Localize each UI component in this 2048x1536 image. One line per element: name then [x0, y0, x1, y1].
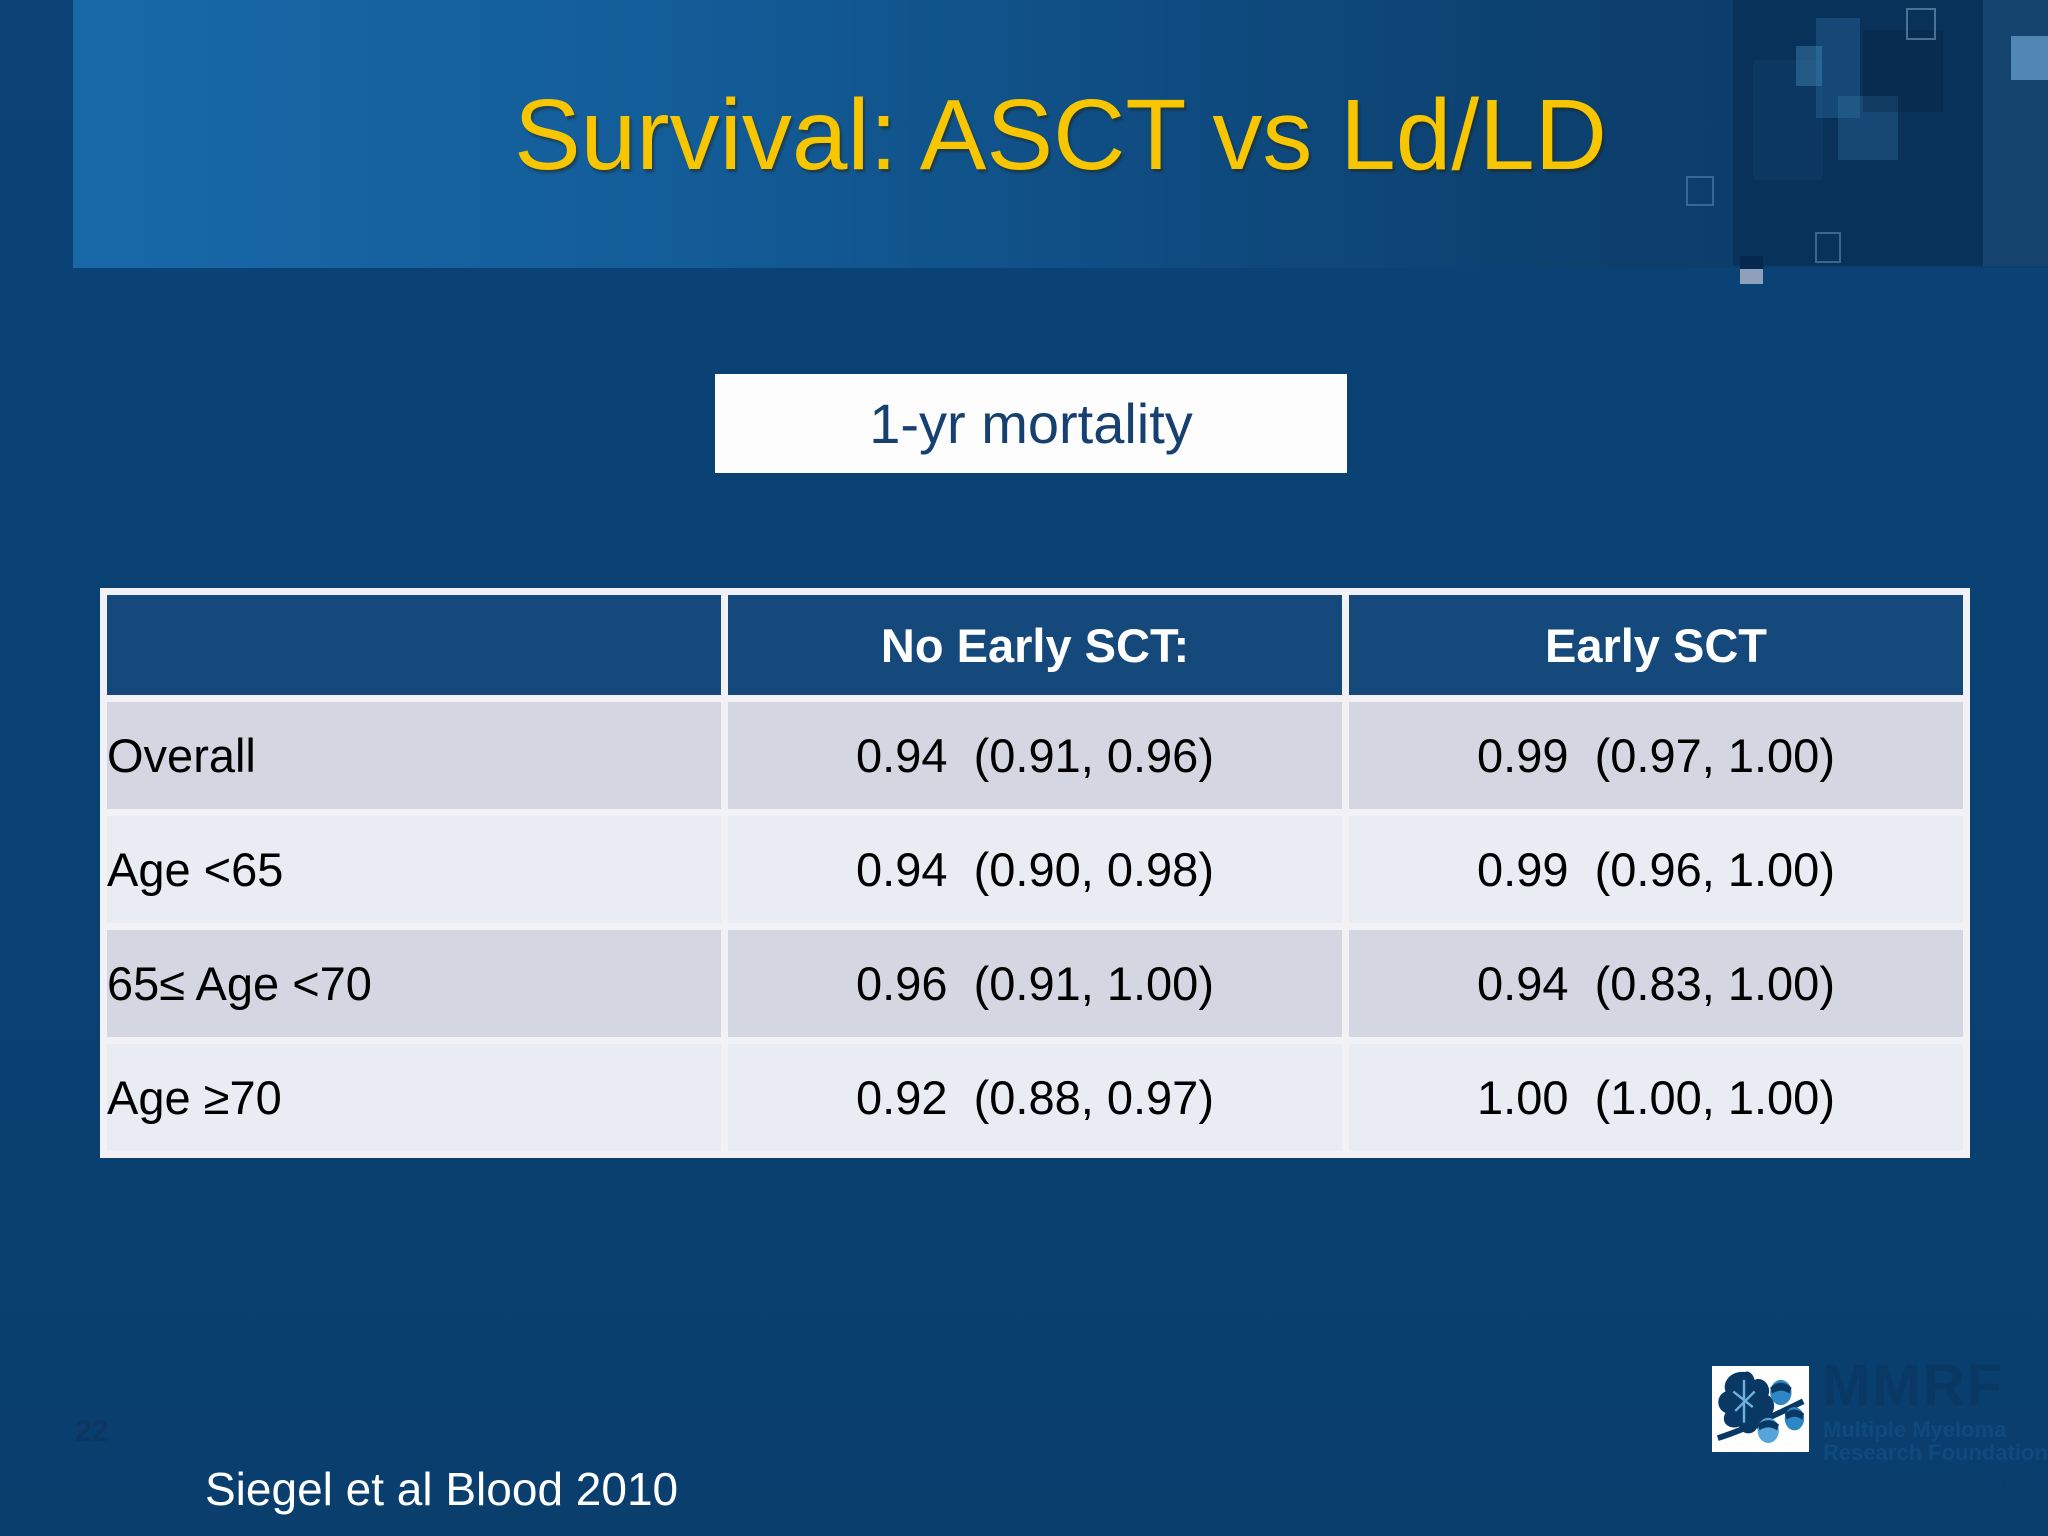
column-header-early-sct: Early SCT — [1349, 595, 1963, 695]
logo-tagline: Powerful thinking advances the cure — [1712, 1468, 2031, 1521]
title-band — [73, 0, 2048, 284]
logo-name-line2: Research Foundation — [1823, 1440, 2048, 1465]
cell-value: 0.94 (0.83, 1.00) — [1349, 930, 1963, 1037]
column-header-no-early-sct: No Early SCT: — [728, 595, 1342, 695]
decor-square — [1733, 0, 1983, 266]
row-label: Age ≥70 — [107, 1044, 721, 1151]
acorn-branch-icon — [1716, 1371, 1805, 1443]
cell-value: 0.99 (0.97, 1.00) — [1349, 702, 1963, 809]
decor-square-outline — [1906, 8, 1936, 40]
mortality-table: No Early SCT: Early SCT Overall 0.94 (0.… — [100, 588, 1970, 1158]
decor-square-outline — [1815, 232, 1841, 263]
table-row: Overall 0.94 (0.91, 0.96) 0.99 (0.97, 1.… — [107, 702, 1963, 809]
row-label: Overall — [107, 702, 721, 809]
cell-value: 0.94 (0.91, 0.96) — [728, 702, 1342, 809]
cell-value: 0.99 (0.96, 1.00) — [1349, 816, 1963, 923]
callout-label: 1-yr mortality — [869, 392, 1193, 455]
row-label: Age <65 — [107, 816, 721, 923]
decor-square — [1740, 269, 1763, 284]
decor-square — [1740, 256, 1763, 269]
row-label: 65≤ Age <70 — [107, 930, 721, 1037]
mmrf-logo — [1712, 1366, 1809, 1452]
table-header-row: No Early SCT: Early SCT — [107, 595, 1963, 695]
decor-square — [1816, 18, 1860, 118]
logo-name-line1: Multiple Myeloma — [1823, 1417, 2007, 1442]
cell-value: 0.94 (0.90, 0.98) — [728, 816, 1342, 923]
page-title: Survival: ASCT vs Ld/LD — [513, 79, 1608, 191]
page-number: 22 — [75, 1415, 109, 1448]
decor-square — [1838, 96, 1898, 160]
decor-square — [2011, 36, 2048, 80]
cell-value: 0.96 (0.91, 1.00) — [728, 930, 1342, 1037]
callout-box: 1-yr mortality — [715, 374, 1347, 473]
cell-value: 1.00 (1.00, 1.00) — [1349, 1044, 1963, 1151]
citation: Siegel et al Blood 2010 — [205, 1463, 679, 1515]
table-row: 65≤ Age <70 0.96 (0.91, 1.00) 0.94 (0.83… — [107, 930, 1963, 1037]
table-row: Age ≥70 0.92 (0.88, 0.97) 1.00 (1.00, 1.… — [107, 1044, 1963, 1151]
column-header-blank — [107, 595, 721, 695]
decor-square — [1753, 60, 1823, 180]
logo-name: Multiple Myeloma Research Foundation — [1823, 1418, 2048, 1464]
table-row: Age <65 0.94 (0.90, 0.98) 0.99 (0.96, 1.… — [107, 816, 1963, 923]
logo-acronym: MMRF — [1822, 1353, 2004, 1418]
decor-square — [1796, 46, 1822, 86]
decor-square — [1863, 30, 1943, 112]
decor-square-outline — [1686, 176, 1714, 206]
mortality-table-wrap: No Early SCT: Early SCT Overall 0.94 (0.… — [100, 588, 1970, 1158]
cell-value: 0.92 (0.88, 0.97) — [728, 1044, 1342, 1151]
